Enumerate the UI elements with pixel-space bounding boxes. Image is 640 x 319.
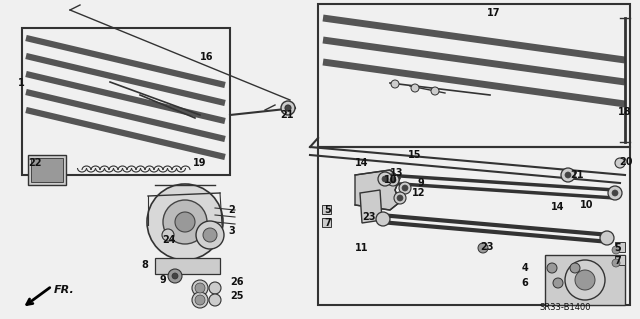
Text: FR.: FR. (54, 285, 75, 295)
Text: SR33-B1400: SR33-B1400 (540, 303, 591, 313)
Circle shape (575, 270, 595, 290)
Text: 5: 5 (324, 205, 331, 215)
Text: 7: 7 (614, 256, 621, 266)
Text: 13: 13 (390, 168, 403, 178)
Circle shape (147, 184, 223, 260)
Bar (28, 155, 66, 185)
Circle shape (612, 246, 620, 254)
Circle shape (399, 182, 411, 194)
Text: 9: 9 (417, 178, 424, 188)
Circle shape (209, 282, 221, 294)
Circle shape (172, 273, 178, 279)
Circle shape (612, 259, 620, 267)
Text: 3: 3 (228, 226, 235, 236)
Text: 16: 16 (200, 52, 214, 62)
Text: 14: 14 (355, 158, 368, 168)
Bar (31, 158, 63, 182)
Text: 17: 17 (487, 8, 500, 18)
Bar (318, 4, 630, 147)
Circle shape (608, 186, 622, 200)
Circle shape (394, 192, 406, 204)
Circle shape (431, 87, 439, 95)
Text: 21: 21 (570, 170, 584, 180)
Circle shape (378, 172, 392, 186)
Circle shape (195, 283, 205, 293)
Circle shape (192, 292, 208, 308)
Text: 7: 7 (324, 218, 331, 228)
Circle shape (382, 176, 388, 182)
Text: 15: 15 (408, 150, 422, 160)
Polygon shape (360, 190, 382, 223)
Text: 26: 26 (230, 277, 243, 287)
Circle shape (478, 243, 488, 253)
Text: 11: 11 (355, 243, 369, 253)
Circle shape (561, 168, 575, 182)
Text: 2: 2 (228, 205, 235, 215)
Circle shape (612, 190, 618, 196)
Text: 25: 25 (230, 291, 243, 301)
Bar (322, 218, 331, 227)
Polygon shape (355, 170, 400, 210)
Text: 21: 21 (280, 110, 294, 120)
Circle shape (411, 84, 419, 92)
Text: 20: 20 (619, 157, 632, 167)
Circle shape (163, 200, 207, 244)
Circle shape (390, 177, 396, 183)
Text: 22: 22 (28, 158, 42, 168)
Text: 19: 19 (193, 158, 207, 168)
Bar (22, 28, 230, 175)
Text: 4: 4 (521, 263, 528, 273)
Circle shape (397, 195, 403, 201)
Circle shape (209, 294, 221, 306)
Text: 6: 6 (521, 278, 528, 288)
Bar (322, 205, 331, 214)
Circle shape (196, 221, 224, 249)
Text: 5: 5 (614, 243, 621, 253)
Text: 10: 10 (383, 175, 397, 185)
Text: 24: 24 (163, 235, 176, 245)
Circle shape (175, 212, 195, 232)
Circle shape (387, 174, 399, 186)
Circle shape (547, 263, 557, 273)
Bar (318, 147, 630, 305)
Bar (155, 258, 220, 274)
Text: 8: 8 (141, 260, 148, 270)
Bar (545, 255, 625, 305)
Text: 18: 18 (618, 107, 632, 117)
Circle shape (203, 228, 217, 242)
Text: 12: 12 (412, 188, 426, 198)
Circle shape (391, 80, 399, 88)
Text: 1: 1 (19, 78, 25, 88)
Bar (615, 255, 625, 265)
Text: 14: 14 (550, 202, 564, 212)
Circle shape (600, 231, 614, 245)
Text: 10: 10 (580, 200, 593, 210)
Circle shape (570, 263, 580, 273)
Circle shape (565, 260, 605, 300)
Circle shape (285, 105, 291, 111)
Circle shape (281, 101, 295, 115)
Circle shape (168, 269, 182, 283)
Circle shape (615, 158, 625, 168)
Circle shape (376, 212, 390, 226)
Circle shape (565, 172, 571, 178)
Circle shape (162, 229, 174, 241)
Bar (615, 242, 625, 252)
Circle shape (192, 280, 208, 296)
Text: 23: 23 (362, 212, 376, 222)
Circle shape (195, 295, 205, 305)
Text: 9: 9 (159, 275, 166, 285)
Circle shape (553, 278, 563, 288)
Text: 23: 23 (480, 242, 493, 252)
Circle shape (402, 185, 408, 191)
